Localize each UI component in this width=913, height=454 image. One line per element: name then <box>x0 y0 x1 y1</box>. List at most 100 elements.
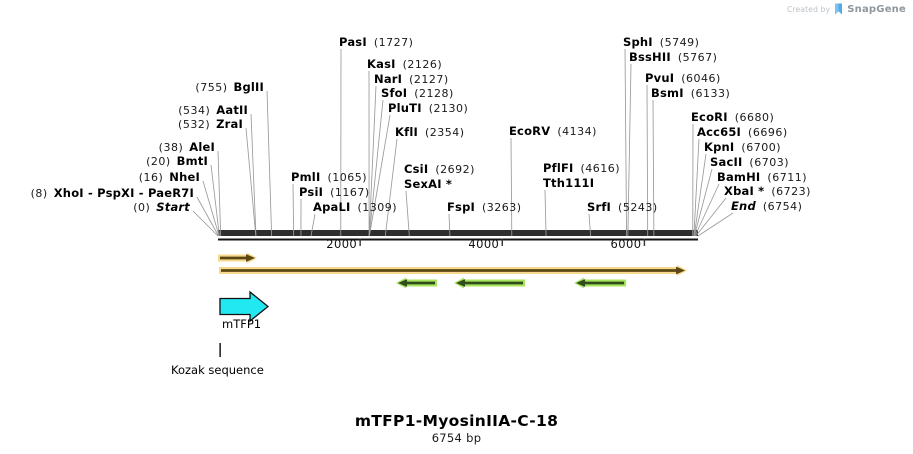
plasmid-length: 6754 bp <box>431 431 482 445</box>
site-position: (2128) <box>414 86 454 100</box>
site-label-pmli: PmlI (1065) <box>291 169 368 184</box>
site-label-zrai: (532) ZraI <box>178 117 243 131</box>
leader-line-alei <box>217 150 222 237</box>
leader-line-xbai- <box>695 197 727 237</box>
site-name: PmlI <box>291 169 321 184</box>
leader-line-srfi <box>588 213 592 237</box>
leader-line-bsshii <box>627 63 632 237</box>
site-label-csii: CsiI (2692) <box>404 161 475 176</box>
site-position: (6046) <box>681 71 721 85</box>
leader-line-kpni <box>693 153 707 237</box>
site-label-pvui: PvuI (6046) <box>645 71 721 85</box>
site-name: BsmI <box>651 85 684 100</box>
site-name: KflI <box>395 124 418 139</box>
site-name: FspI <box>447 199 476 214</box>
site-name: KasI <box>367 56 396 71</box>
site-name: CsiI <box>404 161 429 176</box>
site-position: (38) <box>158 140 184 154</box>
leader-line-zrai <box>245 127 257 237</box>
site-label-fspi: FspI (3263) <box>447 199 522 214</box>
leader-line-end <box>697 212 734 237</box>
site-label-pluti: PluTI (2130) <box>388 100 469 115</box>
site-position: (5243) <box>618 200 658 214</box>
site-label-sacii: SacII (6703) <box>710 155 789 169</box>
site-label-aatii: (534) AatII <box>178 102 248 117</box>
sequence-bar-underline <box>218 238 698 241</box>
site-name: BssHII <box>629 49 671 64</box>
site-position: (2126) <box>402 57 443 71</box>
leader-line-pflfi <box>544 189 547 237</box>
site-label-nhei: (16) NheI <box>138 169 200 184</box>
site-label-sphi: SphI (5749) <box>623 35 699 49</box>
site-position: (16) <box>138 170 164 184</box>
site-position: (6754) <box>762 199 803 213</box>
leader-line-bmti <box>210 164 220 237</box>
site-name: EcoRI <box>691 109 728 124</box>
site-label-kasi: KasI (2126) <box>367 56 443 71</box>
leader-line-bsmi <box>652 99 655 237</box>
leader-line-csii <box>405 190 410 237</box>
feature-mTFP1 <box>219 290 270 323</box>
leader-line-kfli <box>384 138 398 237</box>
feature-label-mtfp1: mTFP1 <box>222 317 262 331</box>
site-name: AleI <box>189 139 215 154</box>
leader-line-pmli <box>292 183 295 237</box>
site-label-xbai-: XbaI * (6723) <box>724 183 811 198</box>
plasmid-title: mTFP1-MyosinIIA-C-18 <box>354 412 559 430</box>
feature-green-arrow-2-core <box>456 279 524 287</box>
site-label-sexai-: SexAI * <box>404 177 452 191</box>
leader-line-bglii <box>266 90 273 237</box>
leader-line-sphi <box>624 48 628 237</box>
title-block: mTFP1-MyosinIIA-C-18 6754 bp <box>0 413 913 445</box>
site-position: (2130) <box>428 101 469 115</box>
site-label-pflfi: PflFI (4616) <box>543 160 621 175</box>
site-position: (4616) <box>580 161 621 175</box>
feature-green-arrow-3-core <box>576 279 625 287</box>
leader-line-sacii <box>693 168 713 237</box>
site-label-end: End (6754) <box>731 198 803 213</box>
site-position: (5767) <box>677 50 718 64</box>
site-label-alei: (38) AleI <box>158 139 215 154</box>
site-label-apali: ApaLI (1309) <box>313 199 398 214</box>
leader-line-start <box>192 210 219 237</box>
site-position: (8) <box>30 186 48 200</box>
site-position: (3263) <box>482 200 522 214</box>
leader-line-bamhi <box>694 183 720 237</box>
site-position: (6723) <box>771 184 811 198</box>
site-name: AatII <box>216 102 248 117</box>
site-label-bglii: (755) BglII <box>195 79 264 94</box>
site-position: (4134) <box>557 124 597 138</box>
site-label-bamhi: BamHI (6711) <box>717 170 807 184</box>
site-position: (1309) <box>357 200 398 214</box>
leader-line-pvui <box>646 84 649 237</box>
site-name: End <box>731 198 756 213</box>
site-name: NheI <box>169 169 200 184</box>
site-name: ApaLI <box>313 199 351 214</box>
leader-line-acc65i <box>693 138 700 237</box>
site-name: XhoI - PspXI - PaeR7I <box>53 185 194 200</box>
site-label-bmti: (20) BmtI <box>146 154 208 168</box>
site-label-nari: NarI (2127) <box>374 72 449 86</box>
site-name: KpnI <box>704 139 735 154</box>
site-position: (1065) <box>327 170 368 184</box>
site-label-sfoi: SfoI (2128) <box>381 86 454 100</box>
site-position: (6133) <box>690 86 731 100</box>
site-name: BglII <box>233 79 264 94</box>
site-position: (1167) <box>330 185 370 199</box>
leader-line-fspi <box>448 213 451 237</box>
leader-line-ecorv <box>510 137 513 237</box>
site-name: XbaI * <box>724 183 765 198</box>
site-label-ecorv: EcoRV (4134) <box>509 123 597 138</box>
site-name: EcoRV <box>509 123 551 138</box>
created-by-text: Created by <box>787 4 831 14</box>
feature-label-kozak: Kozak sequence <box>171 363 264 377</box>
site-position: (20) <box>146 154 171 168</box>
site-name: PluTI <box>388 100 422 115</box>
leader-line-apali <box>310 213 316 237</box>
site-name: PflFI <box>543 160 574 175</box>
site-position: (2127) <box>409 72 449 86</box>
scale-label-6000: 6000 <box>610 237 642 251</box>
site-position: (1727) <box>373 35 414 49</box>
